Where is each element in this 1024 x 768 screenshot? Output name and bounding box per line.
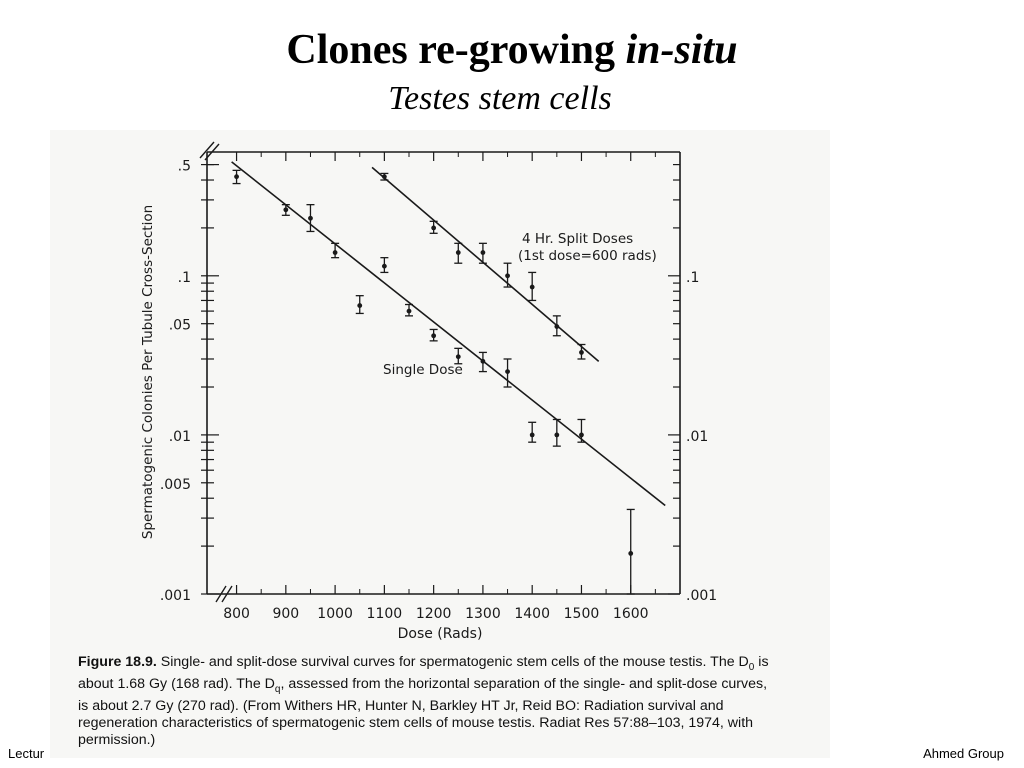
data-point (505, 273, 510, 279)
x-tick-label: 1400 (514, 606, 550, 622)
y-tick-label-left: .01 (169, 429, 191, 445)
data-point (554, 324, 560, 329)
caption-sub-q: q (274, 683, 281, 695)
data-point (579, 432, 584, 438)
series-label-single-dose: Single Dose (383, 362, 463, 378)
title-italic: in-situ (625, 27, 738, 73)
y-tick-label-left: .05 (169, 318, 191, 334)
data-point (308, 215, 313, 221)
data-point (455, 250, 461, 255)
data-point (283, 207, 289, 213)
caption-sub-0: 0 (748, 661, 755, 673)
y-tick-label-right: .01 (686, 429, 708, 445)
data-point (431, 333, 437, 339)
figure-caption: Figure 18.9. Single- and split-dose surv… (78, 654, 778, 749)
axis-break-mark (204, 143, 220, 161)
data-point (455, 354, 461, 360)
x-tick-label: 1500 (564, 606, 600, 622)
slide-title: Clones re-growing in-situ (0, 24, 1024, 76)
title-main: Clones re-growing (286, 27, 616, 73)
data-point (579, 350, 584, 355)
slide-subtitle: Testes stem cells (388, 80, 612, 117)
x-tick-label: 800 (223, 606, 250, 622)
series-label-split-dose-note: (1st dose=600 rads) (518, 248, 657, 264)
data-point (431, 225, 437, 231)
y-tick-label-left: .1 (178, 270, 191, 286)
data-point (505, 369, 510, 374)
x-tick-label: 1200 (416, 606, 452, 622)
axis-break-mark (221, 585, 233, 603)
data-point (529, 284, 535, 290)
x-tick-label: 900 (272, 606, 299, 622)
footer-lecture-label: Lectur (8, 746, 45, 761)
scanned-figure (50, 130, 830, 758)
x-tick-label: 1000 (317, 606, 353, 622)
data-point (628, 550, 634, 556)
series-label-split-dose: 4 Hr. Split Doses (522, 231, 633, 247)
data-point (381, 263, 387, 269)
caption-label: Figure 18.9. (78, 654, 157, 670)
x-axis-label: Dose (Rads) (398, 626, 483, 642)
footer-group-label: Ahmed Group (923, 746, 1004, 761)
y-tick-label-right: .1 (686, 270, 699, 286)
data-point (480, 250, 486, 255)
x-tick-label: 1600 (613, 606, 649, 622)
caption-part1: Single- and split-dose survival curves f… (156, 654, 749, 670)
fit-line-single-dose (231, 161, 666, 507)
data-point (554, 432, 560, 438)
caption-part2: is about 1.68 Gy (168 rad). The D (78, 654, 769, 692)
data-point (406, 308, 412, 314)
data-point (332, 250, 338, 255)
axis-break-mark (199, 141, 215, 159)
data-point (381, 174, 387, 180)
y-tick-label-left: .5 (178, 159, 191, 175)
axis-break-mark (215, 585, 227, 603)
data-point (480, 358, 486, 364)
data-point (357, 303, 363, 308)
caption-part3: , assessed from the horizontal separatio… (78, 675, 768, 748)
y-tick-label-right: .001 (686, 588, 717, 604)
x-tick-label: 1300 (465, 606, 501, 622)
x-tick-label: 1100 (367, 606, 403, 622)
y-tick-label-left: .005 (160, 477, 191, 493)
data-point (529, 432, 535, 438)
data-point (234, 174, 239, 180)
y-tick-label-left: .001 (160, 588, 191, 604)
y-axis-label: Spermatogenic Colonies Per Tubule Cross-… (140, 205, 156, 539)
fit-line-split-dose (371, 166, 600, 362)
